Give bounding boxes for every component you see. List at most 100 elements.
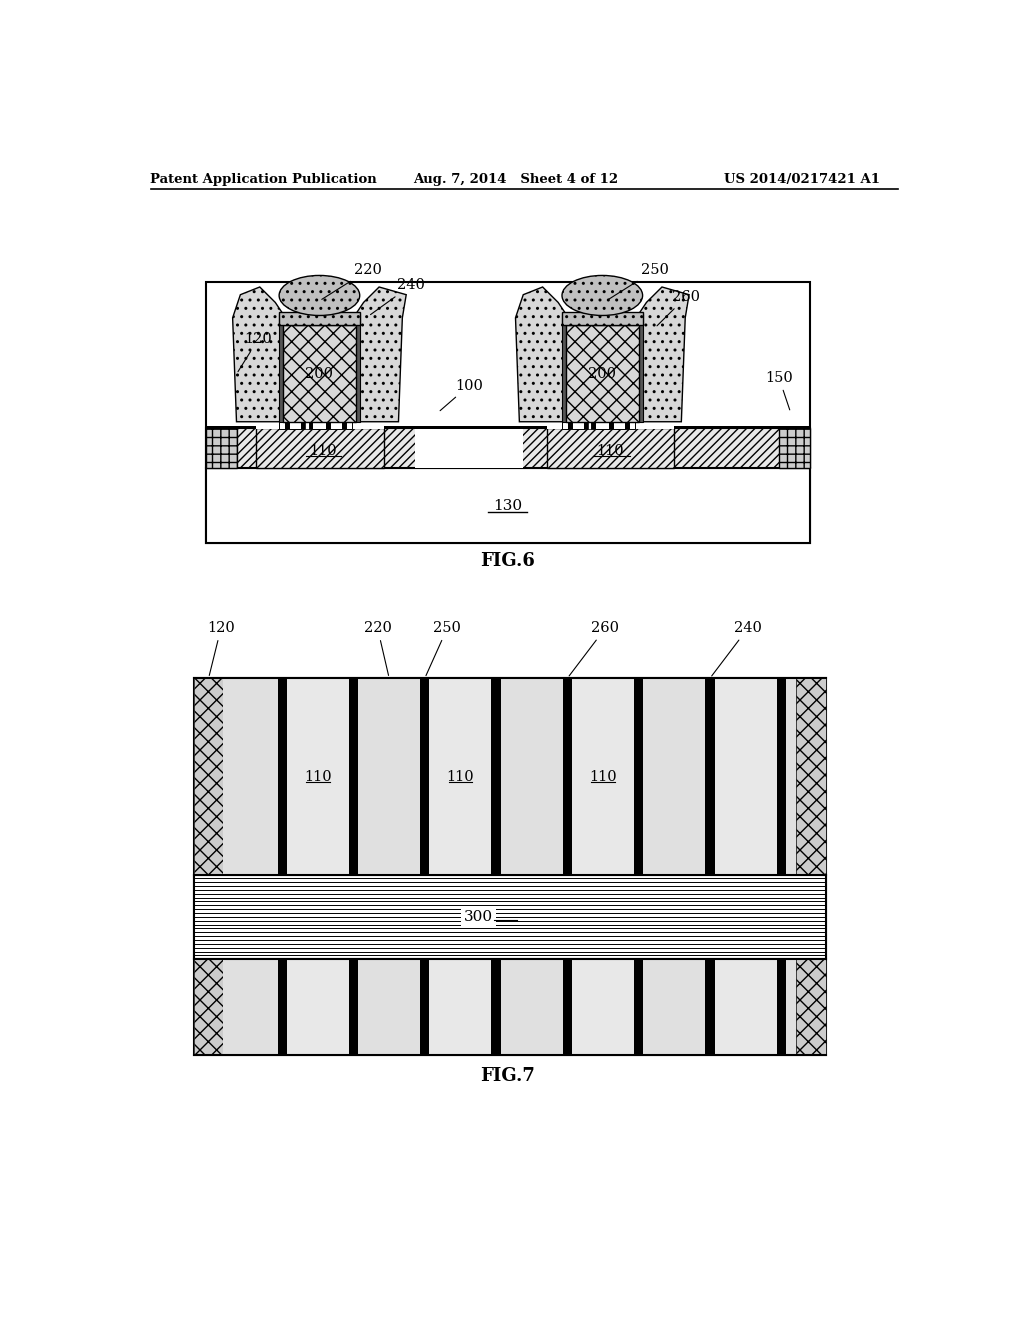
- Ellipse shape: [562, 276, 643, 315]
- Bar: [429, 678, 492, 875]
- Bar: [625, 422, 629, 429]
- Bar: [312, 422, 327, 429]
- Bar: [563, 960, 572, 1056]
- Bar: [278, 960, 287, 1056]
- Bar: [415, 428, 523, 469]
- Bar: [562, 312, 643, 326]
- Text: 220: 220: [322, 263, 382, 300]
- Bar: [706, 678, 715, 875]
- Bar: [563, 678, 572, 875]
- Bar: [349, 960, 358, 1056]
- Bar: [280, 422, 286, 429]
- Bar: [492, 960, 501, 1056]
- Bar: [280, 312, 359, 326]
- Bar: [256, 428, 384, 469]
- Bar: [256, 426, 384, 429]
- Bar: [420, 960, 429, 1056]
- Bar: [223, 678, 278, 875]
- Bar: [223, 960, 278, 1056]
- Text: 240: 240: [712, 622, 762, 676]
- Text: FIG.6: FIG.6: [480, 552, 536, 570]
- Text: 250: 250: [608, 263, 669, 300]
- Bar: [568, 422, 572, 429]
- Bar: [287, 678, 349, 875]
- Bar: [206, 281, 810, 544]
- Polygon shape: [639, 286, 689, 422]
- Text: 120: 120: [238, 333, 272, 372]
- Bar: [194, 678, 223, 875]
- Bar: [358, 960, 420, 1056]
- Text: 200: 200: [589, 367, 616, 381]
- Bar: [287, 960, 349, 1056]
- Bar: [194, 960, 825, 1056]
- Bar: [609, 422, 613, 429]
- Bar: [206, 426, 810, 429]
- Polygon shape: [232, 286, 283, 422]
- Bar: [327, 422, 331, 429]
- Text: 110: 110: [589, 770, 616, 784]
- Bar: [588, 422, 592, 429]
- Bar: [572, 678, 634, 875]
- Text: US 2014/0217421 A1: US 2014/0217421 A1: [724, 173, 881, 186]
- Bar: [566, 326, 639, 422]
- Bar: [776, 678, 786, 875]
- Bar: [547, 426, 675, 429]
- Bar: [206, 428, 237, 469]
- Bar: [786, 678, 796, 875]
- Bar: [776, 960, 786, 1056]
- Text: 110: 110: [596, 444, 624, 458]
- Bar: [342, 422, 346, 429]
- Bar: [194, 678, 825, 875]
- Text: 300: 300: [464, 909, 493, 924]
- Bar: [305, 422, 308, 429]
- Text: 260: 260: [657, 290, 700, 326]
- Bar: [562, 422, 568, 429]
- Bar: [779, 428, 810, 469]
- Bar: [331, 422, 342, 429]
- Bar: [572, 960, 634, 1056]
- Bar: [613, 422, 625, 429]
- Bar: [194, 678, 825, 1056]
- Bar: [796, 678, 825, 875]
- Bar: [283, 326, 356, 422]
- Bar: [278, 678, 287, 875]
- Text: Aug. 7, 2014   Sheet 4 of 12: Aug. 7, 2014 Sheet 4 of 12: [413, 173, 618, 186]
- Bar: [301, 422, 305, 429]
- Bar: [194, 875, 825, 960]
- Bar: [206, 428, 810, 469]
- Bar: [715, 678, 776, 875]
- Bar: [634, 678, 643, 875]
- Text: 220: 220: [364, 622, 391, 676]
- Text: Patent Application Publication: Patent Application Publication: [151, 173, 377, 186]
- Bar: [562, 314, 568, 422]
- Bar: [634, 960, 643, 1056]
- Polygon shape: [356, 286, 407, 422]
- Bar: [786, 960, 796, 1056]
- Bar: [280, 314, 286, 422]
- Text: 120: 120: [207, 622, 234, 676]
- Bar: [636, 314, 643, 422]
- Text: 150: 150: [765, 371, 793, 411]
- Text: 100: 100: [440, 379, 483, 411]
- Bar: [643, 678, 706, 875]
- Ellipse shape: [280, 276, 359, 315]
- Bar: [592, 422, 595, 429]
- Bar: [492, 678, 501, 875]
- Bar: [547, 428, 675, 469]
- Bar: [501, 678, 563, 875]
- Bar: [286, 422, 289, 429]
- Bar: [629, 422, 635, 429]
- Text: 130: 130: [494, 499, 522, 512]
- Text: 110: 110: [446, 770, 474, 784]
- Bar: [349, 678, 358, 875]
- Bar: [429, 960, 492, 1056]
- Bar: [420, 678, 429, 875]
- Bar: [194, 960, 223, 1056]
- Text: 110: 110: [304, 770, 332, 784]
- Text: 200: 200: [305, 367, 334, 381]
- Bar: [572, 422, 584, 429]
- Bar: [353, 314, 359, 422]
- Text: 110: 110: [309, 444, 337, 458]
- Bar: [346, 422, 352, 429]
- Text: FIG.7: FIG.7: [480, 1068, 536, 1085]
